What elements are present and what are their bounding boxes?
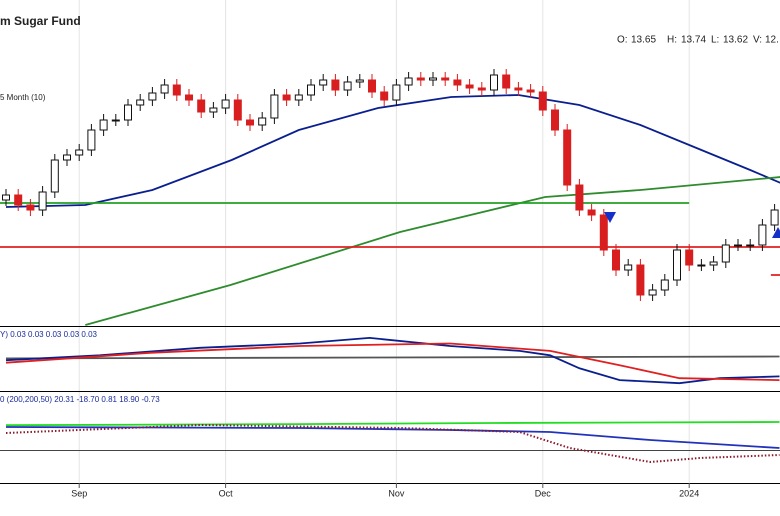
series-label: 5 Month (10) [0,93,46,102]
candle-body [612,249,620,271]
header-value: 13.62 [723,35,748,46]
x-tick-label: Dec [535,488,552,498]
header-label: O: [617,35,628,46]
header-label: H: [667,35,677,46]
candle-body [526,89,535,93]
candle-body [233,99,242,121]
candle-body [209,107,218,113]
candle-body [99,119,108,131]
candle-body [746,244,755,247]
candle-body [660,279,669,291]
header-value: 13.65 [631,35,656,46]
indicator-line [85,176,780,326]
candle-body [331,79,340,91]
candle-body [697,264,706,267]
indicator-line [5,94,780,208]
candle-body [26,204,35,211]
candle-body [294,94,303,101]
candle-body [38,191,47,211]
candle-body [709,261,718,266]
candle-body [172,84,181,96]
candle-body [136,99,145,106]
candle-body [624,264,633,271]
indicator-line [5,336,780,385]
candle-body [587,209,596,216]
candle-body [2,194,10,201]
candle-body [404,77,413,86]
candle-body [148,92,157,101]
indicator-line [5,421,780,427]
header-value: 12. [765,35,779,46]
header-value: 13.74 [681,35,706,46]
x-tick-label: Nov [388,488,405,498]
indicator-line [5,342,780,381]
candle-body [758,224,767,246]
indicator-line [5,355,780,360]
x-tick-label: Oct [219,488,234,498]
candle-body [258,117,267,126]
candle-body [673,249,681,281]
candle-body [441,77,450,81]
candle-body [563,129,572,186]
candle-body [734,244,742,247]
candle-body [124,104,132,121]
signal-marker [772,227,780,238]
candle-body [538,91,547,111]
candle-body [160,84,169,94]
candle-body [63,154,71,161]
candle-body [599,214,608,251]
signal-marker [604,212,616,223]
candle-body [392,84,401,101]
candle-body [551,109,559,131]
candle-body [490,74,498,91]
candle-body [380,91,389,101]
candle-body [636,264,645,296]
candle-body [14,194,23,206]
candle-body [477,87,486,91]
candle-body [282,94,291,101]
indicator-label: 0 (200,200,50) 20.31 -18.70 0.81 18.90 -… [0,395,160,404]
candle-body [246,119,254,126]
candle-body [185,94,193,101]
plot: Sep Oct Nov Dec 2024 [0,69,780,498]
candle-body [721,244,730,263]
x-tick-label: Sep [71,488,87,498]
candle-body [343,81,352,91]
candle-body [770,209,779,226]
candle-body [685,249,694,266]
candle-body [502,74,511,89]
candle-body [307,84,315,96]
candle-body [514,87,523,91]
indicator-line [5,423,780,464]
chart-title: m Sugar Fund [0,14,81,28]
candle-body [453,79,462,86]
candle-body [465,84,474,89]
indicator-label: Y) 0.03 0.03 0.03 0.03 0.03 [0,330,98,339]
header-label: L: [711,35,719,46]
candle-body [111,119,120,122]
candle-body [416,77,425,81]
candle-body [50,159,59,193]
header-label: V: [753,35,762,46]
candle-body [648,289,657,296]
candle-body [221,99,230,109]
candle-body [319,79,328,86]
candle-body [355,79,364,83]
x-tick-label: 2024 [679,488,699,498]
candle-body [270,94,279,119]
candle-body [87,129,96,151]
candle-body [75,149,84,156]
candle-body [368,79,376,93]
candle-body [575,184,584,211]
candle-body [197,99,206,113]
candle-body [429,77,437,81]
